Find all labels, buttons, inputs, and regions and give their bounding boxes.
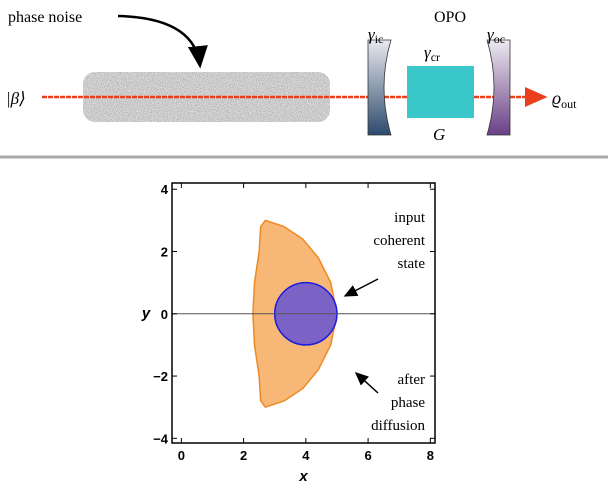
output-mirror	[486, 39, 511, 136]
crystal	[407, 66, 474, 118]
annotation-text: input	[394, 210, 426, 226]
subscript: oc	[494, 32, 505, 46]
x-tick-label: 4	[302, 448, 310, 463]
y-tick-label: 2	[161, 245, 168, 260]
symbol: γ	[424, 43, 432, 62]
x-tick-label: 2	[240, 448, 247, 463]
subscript: ic	[375, 32, 384, 46]
annotation-text: after	[398, 372, 425, 388]
annotation-text: phase	[391, 395, 425, 411]
phase-space-plot: 0 2 4 6 8 −4 −2 0 2 4 x y input coherent state after pha…	[141, 182, 436, 485]
symbol: γ	[368, 25, 376, 44]
annotation-text: coherent	[373, 233, 425, 249]
mirror-in-label: γic	[368, 25, 383, 46]
y-tick-label: −4	[153, 431, 169, 446]
symbol: γ	[487, 25, 495, 44]
annotation-arrow	[354, 371, 379, 394]
subscript: cr	[431, 50, 440, 64]
input-mirror	[367, 39, 392, 136]
output-label: ϱout	[552, 88, 577, 111]
x-tick-label: 6	[364, 448, 371, 463]
mirror-out-label: γoc	[487, 25, 505, 46]
y-tick-label: −2	[153, 369, 168, 384]
x-tick-label: 8	[427, 448, 434, 463]
annotation-arrow	[343, 278, 379, 297]
y-axis-label: y	[141, 305, 151, 322]
y-tick-label: 0	[161, 307, 168, 322]
annotation-text: diffusion	[371, 418, 425, 434]
phase-noise-label: phase noise	[8, 9, 82, 26]
crystal-label: γcr	[424, 43, 440, 64]
x-tick-label: 0	[178, 448, 185, 463]
plot-frame	[171, 182, 436, 444]
setup-diagram: phase noise |β⟩ OPO γic γcr γoc G ϱout	[6, 9, 577, 144]
y-tick-label: 4	[161, 182, 169, 197]
x-axis-label: x	[298, 468, 308, 485]
opo-label: OPO	[434, 9, 466, 26]
annotation-text: state	[398, 256, 426, 272]
input-state-label: |β⟩	[6, 89, 26, 108]
subscript: out	[561, 97, 577, 111]
symbol: ϱ	[552, 88, 561, 108]
gain-label: G	[433, 125, 445, 144]
noise-arrow	[117, 14, 208, 69]
